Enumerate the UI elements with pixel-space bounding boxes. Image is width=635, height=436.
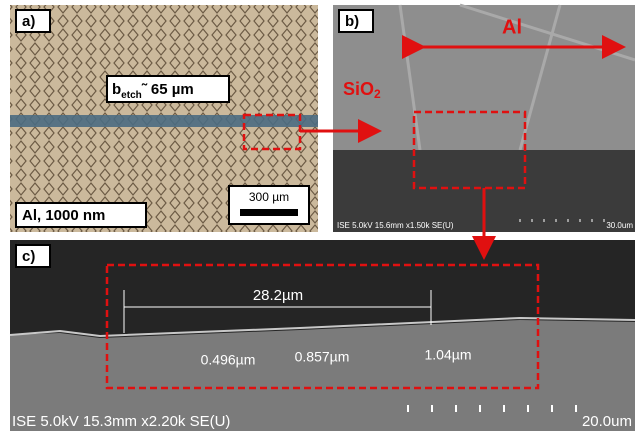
label-part: b	[112, 81, 121, 98]
label-part: SiO	[343, 79, 374, 99]
sem-info: ISE 5.0kV 15.6mm x1.50k SE(U)	[337, 221, 454, 230]
height-measure: 0.857µm	[295, 349, 350, 365]
height-measure: 1.04µm	[425, 347, 472, 363]
panel-label: b)	[345, 13, 359, 30]
sem-scale: 20.0um	[582, 413, 632, 430]
metal-label: Al	[502, 16, 522, 38]
panel-c: c) 28.2µm 0.496µm 0.857µm 1.04µm ISE 5.0…	[10, 240, 635, 431]
label-part: ˜ 65 µm	[141, 81, 194, 98]
scale-bar-label: 300 µm	[249, 190, 289, 204]
width-measure: 28.2µm	[253, 287, 303, 304]
panel-label: a)	[22, 13, 35, 30]
height-measure: 0.496µm	[201, 352, 256, 368]
sample-label: Al, 1000 nm	[22, 207, 105, 224]
label-part: etch	[121, 90, 142, 101]
sem-info: ISE 5.0kV 15.3mm x2.20k SE(U)	[12, 413, 230, 430]
label-part: 2	[374, 87, 381, 101]
sem-scale: 30.0um	[606, 221, 633, 230]
panel-label: c)	[22, 248, 35, 265]
panel-a: a) betch˜ 65 µm 300 µm Al, 1000 nm	[10, 5, 318, 232]
figure: a) betch˜ 65 µm 300 µm Al, 1000 nm b) Al…	[0, 0, 635, 431]
